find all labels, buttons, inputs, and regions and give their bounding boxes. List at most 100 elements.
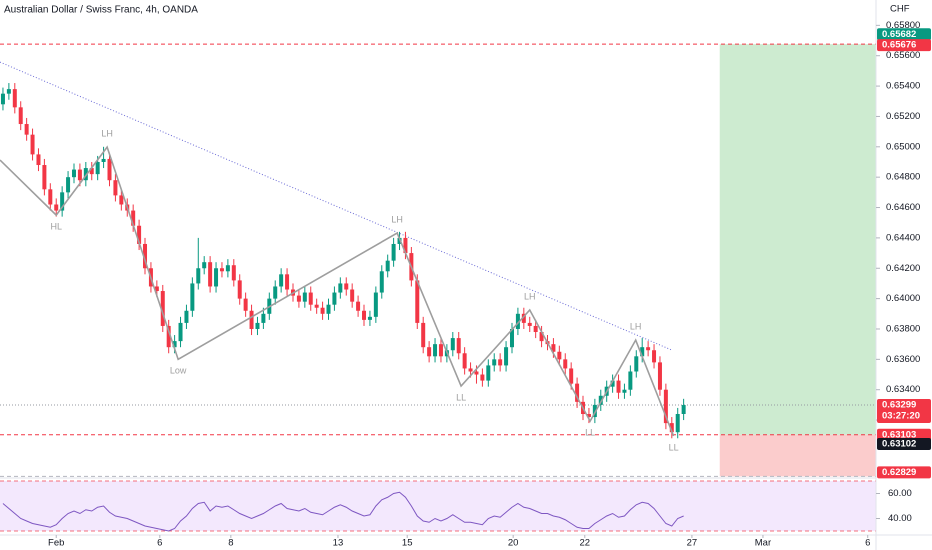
x-tick-label: 8 bbox=[228, 538, 233, 549]
candle-body bbox=[296, 295, 301, 302]
candle-body bbox=[468, 368, 473, 372]
candle-body bbox=[462, 353, 467, 369]
price-tag bbox=[877, 399, 931, 424]
candle-body bbox=[231, 265, 236, 281]
candle-body bbox=[450, 338, 455, 351]
candle-body bbox=[214, 268, 219, 287]
candle-body bbox=[95, 161, 100, 175]
candle-body bbox=[184, 310, 189, 323]
candle-body bbox=[0, 93, 5, 105]
candle-body bbox=[356, 301, 361, 311]
candle-body bbox=[563, 359, 568, 369]
candle-body bbox=[427, 347, 432, 357]
candle-body bbox=[166, 325, 171, 348]
price-tag-label: 0.62829 bbox=[882, 467, 916, 478]
candle-body bbox=[634, 356, 639, 372]
candle-body bbox=[681, 405, 686, 414]
candle-body bbox=[403, 237, 408, 254]
candle-body bbox=[616, 380, 621, 393]
candle-body bbox=[196, 268, 201, 284]
candle-body bbox=[509, 328, 514, 348]
candle-body bbox=[71, 169, 76, 178]
y-tick-label: 0.63400 bbox=[886, 384, 920, 395]
candle-body bbox=[622, 389, 627, 393]
candle-body bbox=[592, 404, 597, 418]
candle-body bbox=[60, 192, 65, 211]
candle-body bbox=[515, 313, 520, 329]
price-tag-label: 0.63103 bbox=[882, 429, 916, 440]
swing-label: LL bbox=[456, 392, 466, 402]
candle-body bbox=[438, 344, 443, 357]
candle-body bbox=[190, 283, 195, 311]
y-tick-label: 0.65800 bbox=[886, 20, 920, 31]
y-tick-label: 0.63600 bbox=[886, 354, 920, 365]
axis-unit: CHF bbox=[890, 4, 910, 15]
candle-body bbox=[379, 271, 384, 293]
rsi-band bbox=[0, 481, 876, 531]
price-tag-label: 0.65682 bbox=[882, 29, 916, 40]
candle-body bbox=[421, 322, 426, 348]
candle-body bbox=[273, 286, 278, 299]
y-tick-label: 0.65400 bbox=[886, 81, 920, 92]
candle-body bbox=[575, 383, 580, 402]
candle-body bbox=[143, 243, 148, 269]
x-tick-label: Mar bbox=[755, 538, 771, 549]
loss-zone bbox=[719, 434, 876, 477]
candle-body bbox=[350, 289, 355, 302]
candle-body bbox=[137, 225, 142, 244]
candle-body bbox=[6, 89, 11, 94]
candle-body bbox=[160, 291, 165, 326]
swing-label: LL bbox=[585, 428, 595, 438]
candle-body bbox=[54, 204, 59, 211]
candle-body bbox=[646, 347, 651, 351]
candle-body bbox=[113, 180, 118, 196]
candle-body bbox=[66, 177, 71, 193]
candle-body bbox=[362, 310, 367, 320]
candle-body bbox=[492, 359, 497, 366]
candle-body bbox=[279, 274, 284, 287]
price-tag bbox=[877, 39, 931, 52]
candle-body bbox=[539, 332, 544, 342]
candle-body bbox=[338, 283, 343, 293]
candle-body bbox=[24, 124, 29, 135]
candle-body bbox=[255, 322, 260, 329]
candle-body bbox=[83, 168, 88, 181]
trendline bbox=[0, 61, 672, 351]
candle-body bbox=[533, 325, 538, 333]
profit-zone bbox=[719, 44, 876, 435]
swing-label: HL bbox=[50, 221, 62, 231]
candle-body bbox=[208, 262, 213, 287]
candle-body bbox=[610, 380, 615, 387]
x-tick-label: 6 bbox=[865, 538, 870, 549]
x-tick-label: Feb bbox=[48, 538, 64, 549]
candle-body bbox=[663, 389, 668, 424]
candle-body bbox=[243, 298, 248, 311]
swing-label: LH bbox=[391, 214, 403, 224]
candle-body bbox=[598, 395, 603, 405]
chart-title: Australian Dollar / Swiss Franc, 4h, OAN… bbox=[4, 5, 198, 16]
candle-body bbox=[119, 195, 124, 205]
candle-body bbox=[367, 316, 372, 320]
candle-body bbox=[498, 359, 503, 366]
candle-body bbox=[131, 210, 136, 226]
candle-body bbox=[154, 286, 159, 292]
candle-body bbox=[172, 341, 177, 348]
countdown-label: 03:27:20 bbox=[882, 411, 920, 422]
zigzag bbox=[0, 145, 675, 437]
candle-body bbox=[657, 362, 662, 390]
rsi-line bbox=[2, 491, 684, 532]
swing-label: LL bbox=[669, 442, 679, 452]
candle-body bbox=[36, 154, 41, 166]
swing-label: LH bbox=[101, 128, 113, 138]
candle-body bbox=[669, 423, 674, 433]
price-tag-label: 0.63102 bbox=[882, 438, 916, 449]
candle-body bbox=[77, 169, 82, 181]
y-tick-label: 0.65600 bbox=[886, 50, 920, 61]
candle-body bbox=[30, 134, 35, 155]
candle-body bbox=[557, 351, 562, 360]
price-tag-label: 0.63299 bbox=[882, 400, 916, 411]
candle-body bbox=[261, 313, 266, 323]
candle-body bbox=[640, 347, 645, 357]
rsi-pane bbox=[0, 480, 876, 532]
